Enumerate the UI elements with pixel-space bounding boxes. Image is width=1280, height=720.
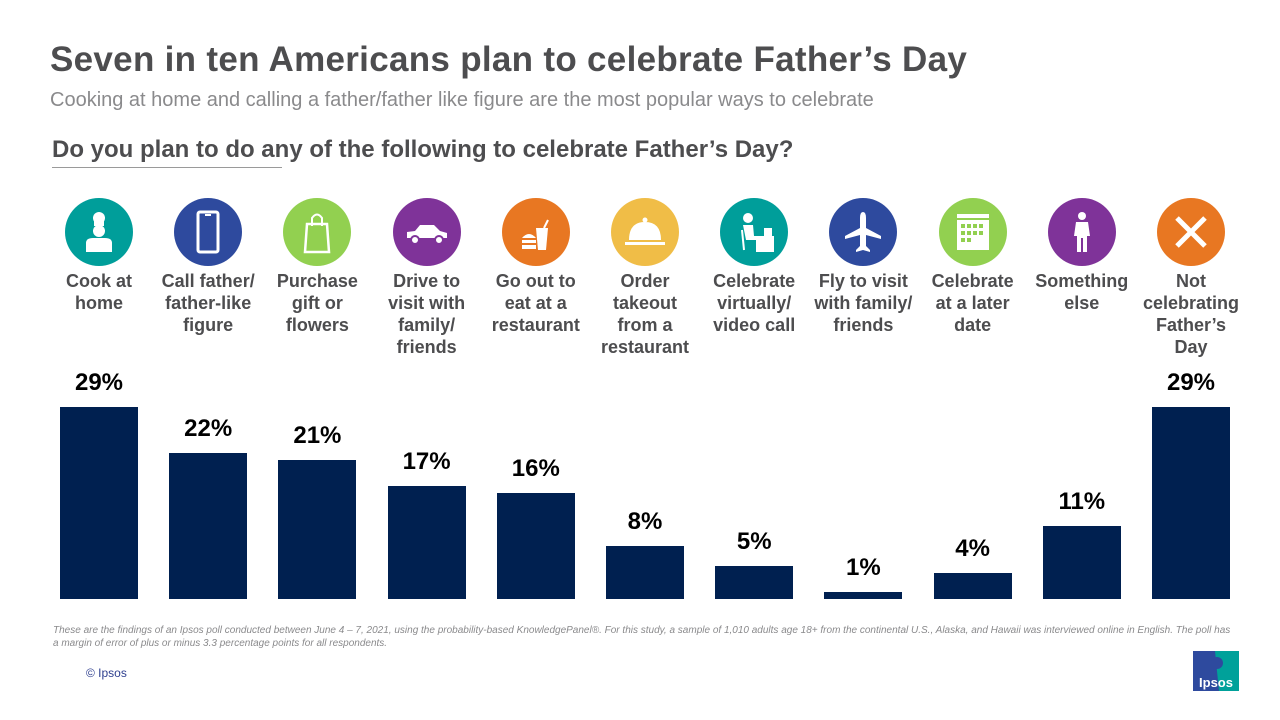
data-label: 29% — [1166, 369, 1216, 396]
category-label: Purchase gift or flowers — [276, 271, 358, 335]
person-icon — [1047, 198, 1116, 266]
bar — [606, 546, 684, 599]
data-label: 16% — [511, 455, 560, 483]
chef-icon — [65, 198, 133, 266]
data-label: 4% — [955, 534, 990, 562]
bar — [933, 572, 1012, 599]
bar — [1042, 526, 1121, 599]
bar — [715, 565, 794, 599]
svg-text:Ipsos: Ipsos — [1199, 675, 1233, 690]
bar — [278, 459, 357, 599]
x-icon — [1157, 198, 1225, 266]
data-label: 8% — [627, 508, 663, 536]
phone-icon — [174, 198, 243, 266]
bar — [824, 592, 903, 599]
question-underline — [52, 167, 282, 168]
data-label: 11% — [1058, 488, 1106, 516]
page-title: Seven in ten Americans plan to celebrate… — [50, 40, 968, 79]
data-label: 17% — [402, 448, 451, 476]
data-label: 1% — [846, 554, 881, 582]
copyright: © Ipsos — [86, 666, 127, 680]
bar — [169, 453, 248, 599]
shopping-bag-icon — [283, 198, 352, 266]
category-label: Celebrate at a later date — [931, 271, 1014, 335]
bar — [387, 486, 466, 599]
category-label: Order takeout from a restaurant — [600, 271, 690, 357]
data-label: 5% — [736, 527, 772, 555]
bar — [496, 493, 575, 599]
bar — [60, 407, 138, 599]
calendar-icon — [938, 198, 1007, 266]
category-label: Go out to eat at a restaurant — [491, 271, 580, 335]
bar — [1152, 407, 1230, 599]
data-label: 29% — [74, 369, 124, 396]
category-label: Celebrate virtually/ video call — [713, 271, 796, 335]
footnote: These are the findings of an Ipsos poll … — [53, 625, 1231, 649]
question-heading: Do you plan to do any of the following t… — [52, 136, 794, 163]
cloche-icon — [611, 198, 679, 266]
category-label: Something else — [1035, 271, 1129, 313]
desk-computer-icon — [720, 198, 789, 266]
car-icon — [392, 198, 461, 266]
category-label: Fly to visit with family/ friends — [814, 271, 913, 335]
ipsos-logo: Ipsos — [1193, 651, 1239, 691]
airplane-icon — [829, 198, 898, 266]
category-label: Call father/ father-like figure — [161, 271, 255, 335]
fast-food-icon — [501, 198, 570, 266]
category-label: Cook at home — [65, 271, 132, 313]
category-label: Drive to visit with family/ friends — [388, 271, 466, 357]
data-label: 21% — [293, 421, 342, 449]
data-label: 22% — [184, 415, 233, 443]
subtitle: Cooking at home and calling a father/fat… — [50, 89, 874, 111]
bar-chart: Cook at home 29% Call father/ father-like … — [60, 198, 1240, 599]
category-label: Not celebrating Father’s Day — [1142, 271, 1240, 357]
